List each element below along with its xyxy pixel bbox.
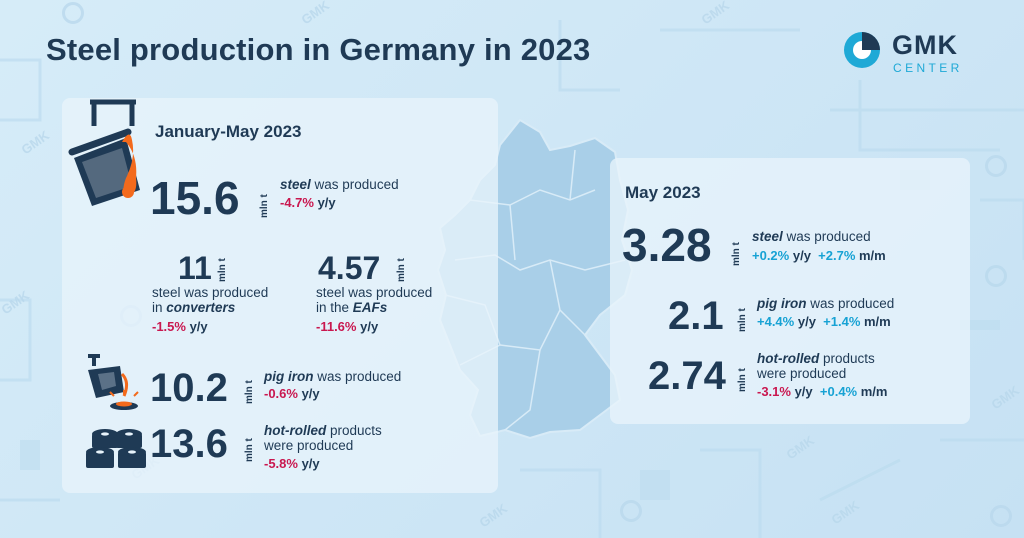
change-unit: y/y	[297, 386, 320, 401]
eaf-value: 4.57	[318, 250, 381, 286]
unit-label: mln t	[396, 258, 407, 282]
desc-text: products	[819, 351, 875, 366]
change-value: -3.1%	[757, 384, 791, 399]
change-value: +0.2%	[752, 248, 790, 263]
jan-may-steel-change: -4.7% y/y	[280, 196, 336, 209]
jan-may-hot-rolled-desc: hot-rolled products were produced	[264, 423, 382, 454]
logo-subtitle: CENTER	[893, 61, 963, 75]
change-value: -11.6%	[316, 319, 357, 334]
watermark-ring	[990, 505, 1012, 527]
desc-text: products	[326, 423, 382, 438]
may-pig-iron-desc: pig iron was produced	[757, 296, 895, 312]
may-hot-rolled-change: -3.1% y/y +0.4% m/m	[757, 385, 887, 398]
highlight-word: pig iron	[757, 296, 807, 311]
jan-may-hot-rolled-change: -5.8% y/y	[264, 457, 320, 470]
highlight-word: hot-rolled	[264, 423, 327, 438]
change-value: +4.4%	[757, 314, 795, 329]
highlight-word: pig iron	[264, 369, 314, 384]
change-unit: m/m	[860, 314, 891, 329]
may-steel-desc: steel was produced	[752, 229, 871, 245]
highlight-word: hot-rolled	[757, 351, 820, 366]
change-unit: y/y	[297, 456, 320, 471]
may-pig-iron-change: +4.4% y/y +1.4% m/m	[757, 315, 891, 328]
jan-may-pig-iron-desc: pig iron was produced	[264, 369, 402, 385]
watermark-ring	[620, 500, 642, 522]
change-unit: y/y	[790, 384, 813, 399]
jan-may-hot-rolled-value: 13.6	[150, 422, 228, 466]
eaf-change: -11.6% y/y	[316, 320, 378, 333]
unit-label: mln t	[737, 368, 748, 392]
unit-label: mln t	[737, 308, 748, 332]
watermark-ring	[985, 265, 1007, 287]
pig-iron-pour-icon	[88, 354, 139, 410]
desc-line: in the EAFs	[316, 299, 432, 316]
highlight-word: EAFs	[352, 299, 388, 315]
change-unit: y/y	[794, 314, 816, 329]
change-unit: y/y	[789, 248, 811, 263]
unit-label: mln t	[259, 194, 270, 218]
converters-change: -1.5% y/y	[152, 320, 208, 333]
change-unit: y/y	[356, 319, 379, 334]
desc-line: were produced	[757, 365, 847, 381]
change-value: +1.4%	[823, 314, 861, 329]
change-value: -5.8%	[264, 456, 298, 471]
desc-line: hot-rolled products	[757, 351, 875, 367]
change-unit: m/m	[857, 384, 888, 399]
ladle-icon	[68, 99, 140, 206]
desc-line: hot-rolled products	[264, 423, 382, 439]
may-hot-rolled-desc: hot-rolled products were produced	[757, 351, 875, 382]
logo-quarter-shape	[862, 32, 880, 50]
steel-coils-icon	[86, 429, 146, 468]
change-unit: m/m	[855, 248, 886, 263]
eaf-desc: steel was produced in the EAFs	[316, 285, 433, 316]
desc-text: in the	[316, 299, 353, 315]
desc-line: were produced	[264, 437, 354, 453]
desc-text: was produced	[310, 177, 399, 192]
converters-desc: steel was produced in converters	[152, 285, 269, 316]
desc-text: in	[152, 299, 167, 315]
desc-text: was produced	[806, 296, 895, 311]
change-value: -4.7%	[280, 195, 314, 210]
change-value: -0.6%	[264, 386, 298, 401]
jan-may-steel-value: 15.6	[150, 172, 240, 224]
page-title: Steel production in Germany in 2023	[46, 32, 591, 67]
unit-label: mln t	[217, 258, 228, 282]
change-value: +2.7%	[818, 248, 856, 263]
highlight-word: steel	[280, 177, 311, 192]
desc-line: steel was produced	[152, 285, 269, 300]
change-value: +0.4%	[819, 384, 858, 399]
gmk-center-logo: GMK CENTER	[844, 30, 994, 80]
may-steel-value: 3.28	[622, 219, 712, 271]
watermark-ring	[985, 155, 1007, 177]
unit-label: mln t	[731, 242, 742, 266]
highlight-word: steel	[752, 229, 783, 244]
may-period: May 2023	[625, 183, 701, 202]
may-panel	[610, 158, 970, 424]
jan-may-period: January-May 2023	[155, 122, 302, 141]
watermark-ring	[62, 2, 84, 24]
change-unit: y/y	[313, 195, 336, 210]
highlight-word: converters	[166, 299, 236, 315]
change-value: -1.5%	[152, 319, 186, 334]
desc-text: was produced	[782, 229, 871, 244]
may-steel-change: +0.2% y/y +2.7% m/m	[752, 249, 886, 262]
may-hot-rolled-value: 2.74	[648, 354, 726, 398]
unit-label: mln t	[244, 380, 255, 404]
logo-name: GMK	[892, 30, 958, 60]
jan-may-pig-iron-value: 10.2	[150, 366, 228, 410]
change-unit: y/y	[185, 319, 208, 334]
desc-text: was produced	[313, 369, 402, 384]
converters-value: 11	[178, 250, 212, 286]
jan-may-pig-iron-change: -0.6% y/y	[264, 387, 320, 400]
jan-may-steel-desc: steel was produced	[280, 177, 399, 193]
may-pig-iron-value: 2.1	[668, 294, 724, 338]
desc-line: in converters	[152, 299, 268, 316]
desc-line: steel was produced	[316, 285, 433, 300]
unit-label: mln t	[244, 438, 255, 462]
